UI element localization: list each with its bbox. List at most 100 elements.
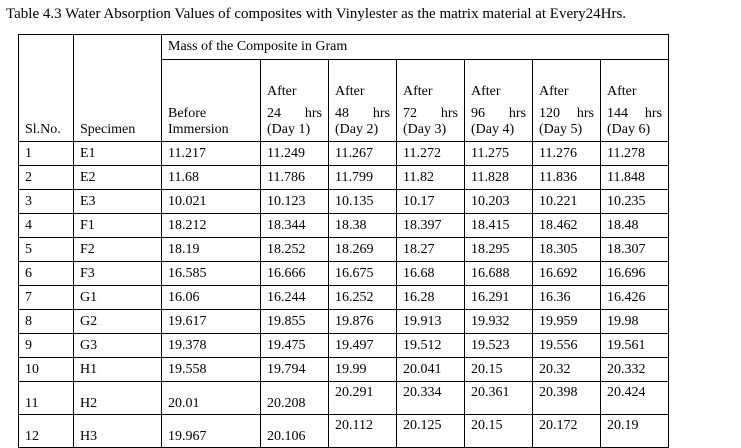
cell-slno: 3	[18, 189, 74, 214]
cell-before: 19.558	[161, 357, 261, 382]
header-day-label: (Day 1)	[267, 122, 311, 137]
header-after-day-6: After 144 hrs (Day 6)	[600, 59, 669, 142]
cell-after-day-6: 11.278	[600, 141, 669, 166]
header-day-label: (Day 4)	[471, 122, 515, 137]
cell-after-day-3: 16.28	[396, 285, 465, 310]
cell-after-day-6: 10.235	[600, 189, 669, 214]
header-hours-unit: hrs	[644, 106, 662, 121]
cell-after-day-4: 19.932	[464, 309, 533, 334]
header-day-label: (Day 2)	[335, 122, 379, 137]
cell-before: 19.617	[161, 309, 261, 334]
cell-after-day-6: 16.696	[600, 261, 669, 286]
header-hours-unit: hrs	[304, 106, 322, 121]
header-after-word: After	[403, 84, 433, 99]
cell-after-day-3: 18.27	[396, 237, 465, 262]
cell-after-day-1: 16.666	[260, 261, 329, 286]
cell-after-day-2: 20.112	[328, 414, 397, 448]
cell-after-day-6: 16.426	[600, 285, 669, 310]
cell-specimen: H1	[73, 357, 162, 382]
cell-after-day-3: 19.913	[396, 309, 465, 334]
cell-after-day-3: 19.512	[396, 333, 465, 358]
cell-after-day-5: 19.556	[532, 333, 601, 358]
header-hours-number: 24	[267, 106, 281, 121]
cell-after-day-3: 11.272	[396, 141, 465, 166]
header-after-day-5: After 120 hrs (Day 5)	[532, 59, 601, 142]
header-hours-number: 48	[335, 106, 349, 121]
cell-after-day-2: 16.252	[328, 285, 397, 310]
cell-after-day-5: 20.32	[532, 357, 601, 382]
cell-after-day-4: 20.361	[464, 381, 533, 415]
cell-slno: 9	[18, 333, 74, 358]
cell-after-day-5: 18.305	[532, 237, 601, 262]
header-before-line2: Immersion	[168, 122, 229, 137]
header-after-word: After	[607, 84, 637, 99]
cell-after-day-5: 11.276	[532, 141, 601, 166]
table-caption: Table 4.3 Water Absorption Values of com…	[6, 6, 627, 22]
header-before-line1: Before	[168, 106, 207, 121]
cell-after-day-3: 11.82	[396, 165, 465, 190]
header-hours-unit: hrs	[440, 106, 458, 121]
header-after-day-2: After 48 hrs (Day 2)	[328, 59, 397, 142]
cell-specimen: E3	[73, 189, 162, 214]
cell-after-day-3: 20.334	[396, 381, 465, 415]
cell-after-day-6: 20.424	[600, 381, 669, 415]
cell-after-day-5: 16.36	[532, 285, 601, 310]
cell-slno: 6	[18, 261, 74, 286]
cell-after-day-2: 18.269	[328, 237, 397, 262]
cell-slno: 8	[18, 309, 74, 334]
header-after-word: After	[267, 84, 297, 99]
table-row: 1 E1 11.217 11.249 11.267 11.272 11.275 11.276 1…	[18, 141, 669, 166]
cell-after-day-2: 19.497	[328, 333, 397, 358]
header-after-hours: 96 hrs	[471, 106, 532, 122]
cell-after-day-5: 16.692	[532, 261, 601, 286]
cell-after-day-1: 11.249	[260, 141, 329, 166]
cell-after-day-4: 18.415	[464, 213, 533, 238]
cell-after-day-1: 19.475	[260, 333, 329, 358]
table-row: 9 G3 19.378 19.475 19.497 19.512 19.523 19.556 1…	[18, 333, 669, 358]
cell-after-day-6: 19.561	[600, 333, 669, 358]
cell-slno: 7	[18, 285, 74, 310]
water-absorption-table: Sl.No. Specimen Mass of the Composite in…	[18, 34, 669, 448]
cell-after-day-3: 20.125	[396, 414, 465, 448]
header-after-day-4: After 96 hrs (Day 4)	[464, 59, 533, 142]
header-after-day-1: After 24 hrs (Day 1)	[260, 59, 329, 142]
cell-after-day-1: 20.208	[260, 381, 329, 415]
cell-specimen: F1	[73, 213, 162, 238]
table-row: 10 H1 19.558 19.794 19.99 20.041 20.15 20.32 20.…	[18, 357, 669, 382]
header-hours-unit: hrs	[508, 106, 526, 121]
cell-specimen: G3	[73, 333, 162, 358]
header-after-word: After	[539, 84, 569, 99]
cell-after-day-2: 20.291	[328, 381, 397, 415]
cell-slno: 2	[18, 165, 74, 190]
cell-specimen: E2	[73, 165, 162, 190]
cell-after-day-2: 11.799	[328, 165, 397, 190]
table-row: 7 G1 16.06 16.244 16.252 16.28 16.291 16.36 16.4…	[18, 285, 669, 310]
cell-after-day-4: 16.688	[464, 261, 533, 286]
cell-before: 19.378	[161, 333, 261, 358]
header-hours-number: 96	[471, 106, 485, 121]
cell-before: 16.06	[161, 285, 261, 310]
cell-specimen: H3	[73, 414, 162, 448]
header-slno-label: Sl.No.	[25, 122, 61, 137]
header-after-word: After	[335, 84, 365, 99]
header-after-hours: 144 hrs	[607, 106, 668, 122]
cell-slno: 1	[18, 141, 74, 166]
cell-after-day-1: 19.855	[260, 309, 329, 334]
cell-specimen: F3	[73, 261, 162, 286]
cell-specimen: G1	[73, 285, 162, 310]
header-day-label: (Day 6)	[607, 122, 651, 137]
table-row: 6 F3 16.585 16.666 16.675 16.68 16.688 16.692 16…	[18, 261, 669, 286]
header-specimen-label: Specimen	[80, 122, 136, 137]
header-after-hours: 120 hrs	[539, 106, 600, 122]
cell-specimen: F2	[73, 237, 162, 262]
header-before-immersion: Before Immersion	[161, 59, 261, 142]
cell-after-day-2: 18.38	[328, 213, 397, 238]
cell-after-day-1: 18.344	[260, 213, 329, 238]
header-day-label: (Day 5)	[539, 122, 583, 137]
header-hours-unit: hrs	[576, 106, 594, 121]
cell-before: 18.19	[161, 237, 261, 262]
cell-after-day-4: 10.203	[464, 189, 533, 214]
cell-after-day-2: 16.675	[328, 261, 397, 286]
header-hours-number: 72	[403, 106, 417, 121]
header-after-day-3: After 72 hrs (Day 3)	[396, 59, 465, 142]
